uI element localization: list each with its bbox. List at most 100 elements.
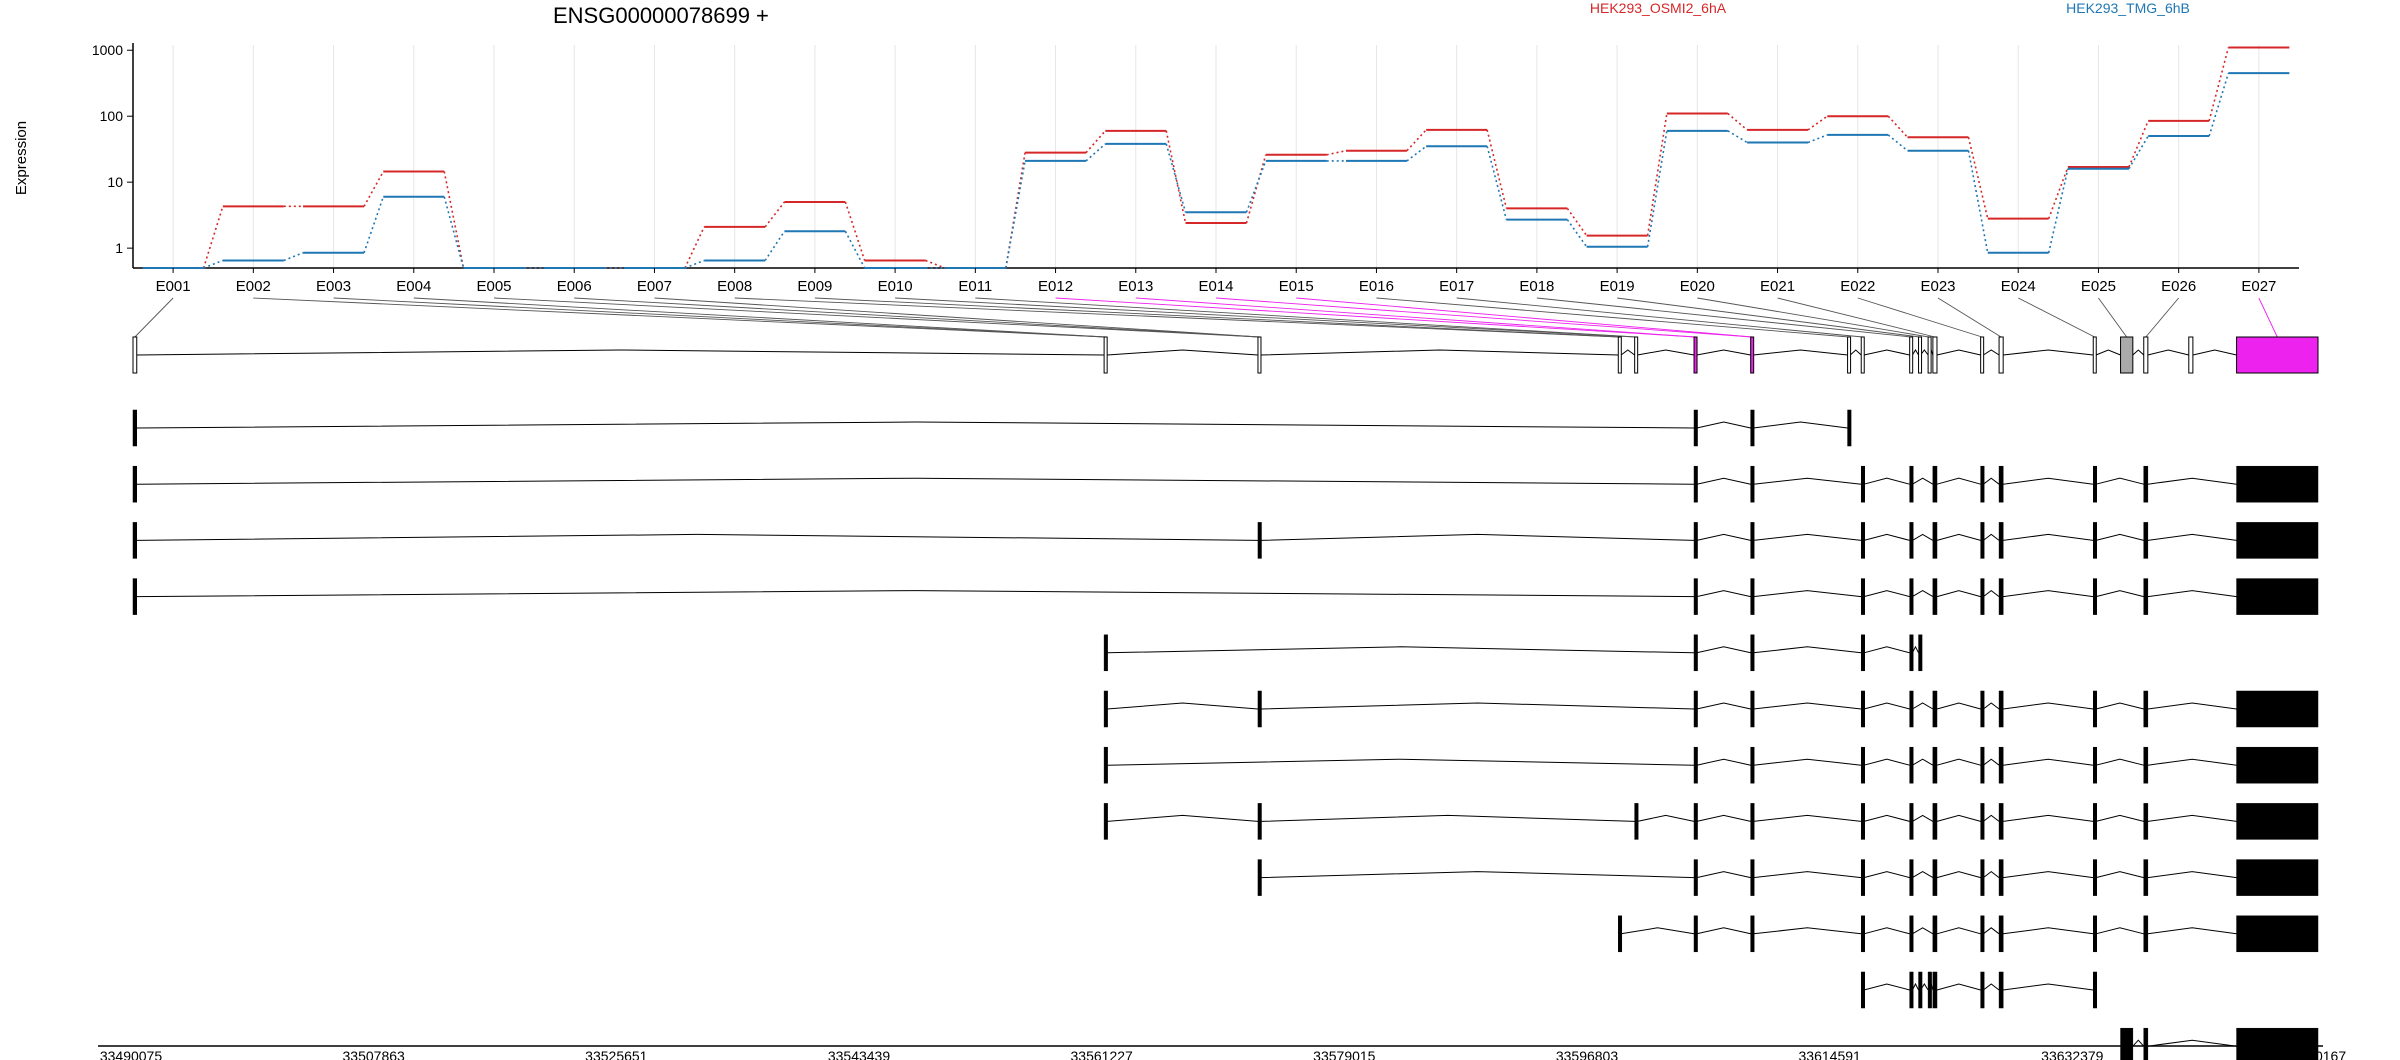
gene-exon-E008 — [1847, 336, 1852, 374]
connector-E001 — [134, 297, 174, 338]
transcript-3 — [132, 522, 2319, 559]
intron-line — [1936, 871, 1981, 879]
transcript-exon — [2236, 690, 2319, 728]
transcript-exon — [2093, 915, 2098, 953]
transcript-exon — [2143, 465, 2149, 503]
series-2-transition — [764, 230, 786, 261]
transcript-exon — [2143, 1027, 2149, 1060]
transcript-exon — [1998, 465, 2004, 503]
x-tick-label-E026: E026 — [2161, 278, 2196, 295]
transcript-exon — [2143, 690, 2149, 728]
connector-E013 — [1135, 297, 1696, 338]
transcript-exon — [1932, 746, 1938, 784]
transcript-exon — [1998, 971, 2004, 1009]
intron-line — [1936, 349, 1981, 356]
transcript-exon — [1932, 578, 1938, 615]
series-1-transition — [1807, 115, 1828, 131]
connector-E003 — [333, 297, 1106, 338]
transcript-exon — [1909, 634, 1914, 672]
intron-line — [1107, 349, 1259, 356]
intron-line — [1863, 533, 1910, 541]
transcript-exon — [1693, 915, 1698, 953]
intron-line — [1863, 349, 1910, 356]
connector-E011 — [975, 297, 1637, 338]
x-tick-label-E020: E020 — [1680, 278, 1715, 295]
transcript-exon — [2236, 803, 2319, 840]
transcript-8 — [1103, 803, 2319, 840]
intron-line — [2147, 758, 2237, 766]
transcript-exon — [1860, 859, 1865, 896]
intron-line — [1912, 533, 1934, 541]
intron-line — [1983, 814, 2000, 822]
y-tick-label: 10 — [107, 174, 123, 190]
intron-line — [1753, 871, 1862, 879]
transcript-4 — [132, 578, 2319, 615]
intron-line — [1753, 702, 1862, 710]
intron-line — [1983, 477, 2000, 485]
intron-line — [1849, 349, 1862, 356]
intron-line — [1983, 533, 2000, 541]
x-tick-label-E013: E013 — [1118, 278, 1153, 295]
intron-line — [2147, 590, 2237, 598]
x-tick-label-E023: E023 — [1920, 278, 1955, 295]
transcript-exon — [1932, 522, 1938, 559]
transcript-exon — [2143, 803, 2149, 840]
connector-E009 — [814, 297, 1620, 338]
gene-exon-E005 — [1634, 336, 1639, 374]
intron-line — [2147, 927, 2237, 935]
transcript-exon — [1909, 746, 1914, 784]
intron-line — [1911, 982, 1919, 991]
connector-E025 — [2098, 297, 2128, 338]
transcript-exon — [1909, 803, 1914, 840]
intron-line — [2095, 871, 2144, 879]
series-2-transition — [1245, 160, 1267, 213]
x-tick-label-E008: E008 — [717, 278, 752, 295]
intron-line — [1107, 758, 1695, 766]
y-axis-ticks: 1 10 100 1000 — [92, 42, 133, 256]
transcript-exon — [132, 465, 138, 503]
x-tick-label-E014: E014 — [1198, 278, 1233, 295]
transcript-exon — [1103, 746, 1108, 784]
intron-line — [2003, 349, 2094, 356]
gene-title: ENSG00000078699 + — [553, 3, 769, 28]
genome-tick-label: 33579015 — [1313, 1048, 1376, 1060]
transcript-exon — [1860, 522, 1865, 559]
transcript-exon — [2093, 746, 2098, 784]
intron-line — [2095, 702, 2144, 710]
connector-E008 — [734, 297, 1620, 338]
transcript-10 — [1618, 915, 2319, 953]
intron-line — [1107, 646, 1695, 654]
intron-line — [1753, 927, 1862, 935]
transcript-exon — [1860, 803, 1865, 840]
gene-exon-E006 — [1693, 336, 1698, 374]
transcript-exon — [1860, 578, 1865, 615]
intron-line — [1936, 590, 1981, 598]
transcript-exon — [1693, 578, 1698, 615]
connector-E023 — [1937, 297, 2002, 338]
transcript-7 — [1103, 746, 2319, 784]
intron-line — [1912, 702, 1934, 710]
intron-line — [1620, 927, 1695, 935]
gene-exon-E004 — [1617, 336, 1622, 374]
gene-exon-E014 — [1980, 336, 1985, 374]
transcript-exon — [1750, 803, 1755, 840]
intron-line — [1936, 477, 1981, 485]
connector-E015 — [1296, 297, 1753, 338]
transcript-exon — [2236, 746, 2319, 784]
intron-line — [1696, 871, 1751, 879]
y-tick-label: 1000 — [92, 42, 123, 58]
intron-line — [2147, 349, 2189, 356]
gene-exon-E003 — [1257, 336, 1262, 374]
intron-line — [1863, 590, 1910, 598]
series-1-transition — [844, 201, 866, 261]
x-tick-label-E018: E018 — [1519, 278, 1554, 295]
transcript-6 — [1103, 690, 2319, 728]
x-tick-label-E022: E022 — [1840, 278, 1875, 295]
transcript-exon — [132, 409, 138, 447]
transcript-exon — [1932, 915, 1938, 953]
transcript-exon — [2093, 578, 2098, 615]
transcript-exon — [1693, 859, 1698, 896]
transcript-5 — [1103, 634, 1923, 672]
transcript-exon — [1980, 746, 1985, 784]
transcript-exon — [1257, 803, 1262, 840]
